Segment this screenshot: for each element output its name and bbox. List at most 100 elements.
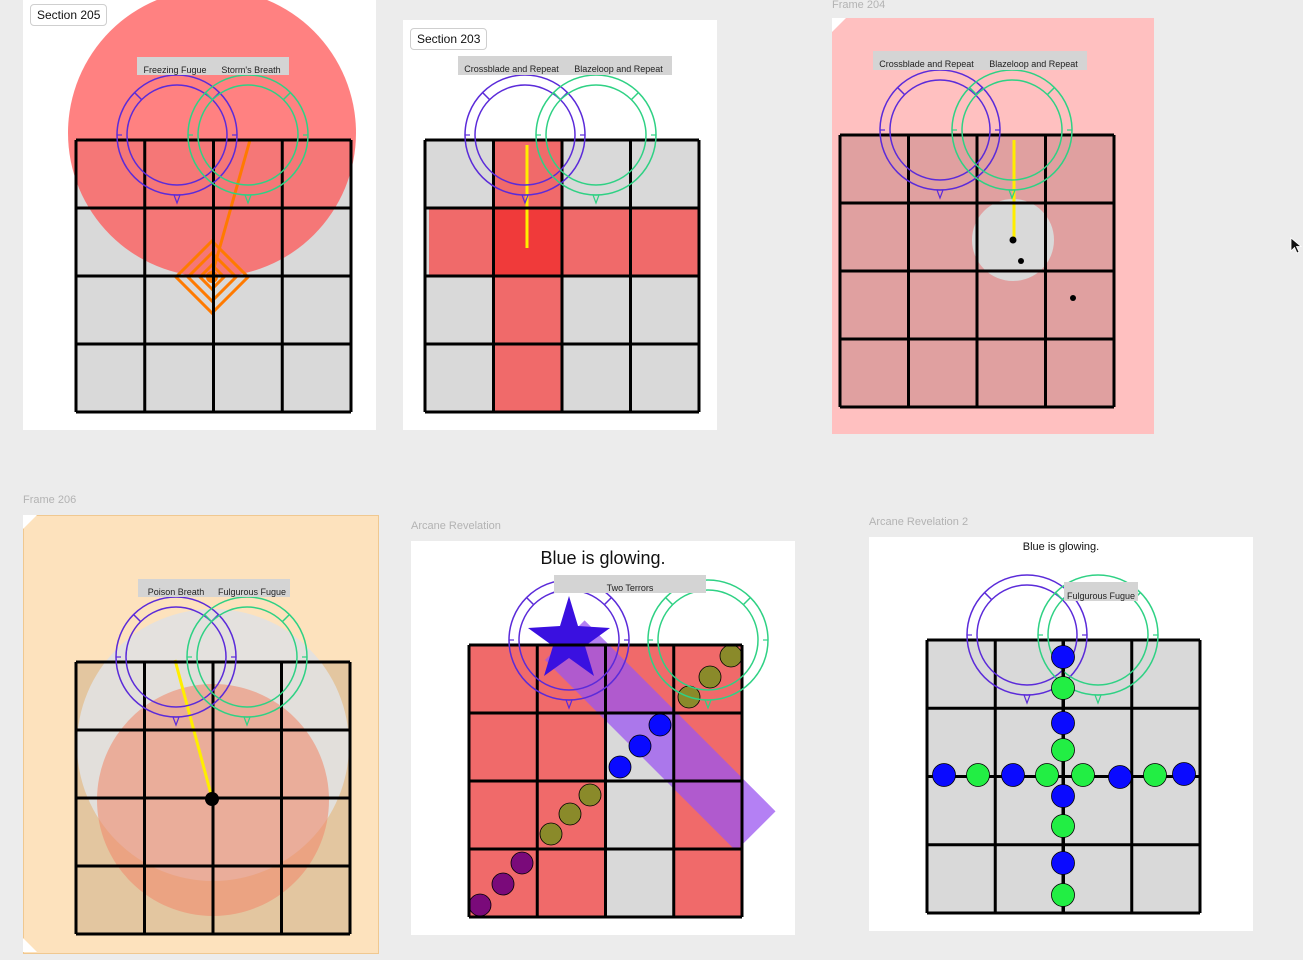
- player-dot: [1018, 258, 1024, 264]
- orb: [966, 763, 990, 787]
- tag-bar: [554, 575, 706, 593]
- orb: [1143, 763, 1167, 787]
- tag-bar: [1064, 582, 1138, 601]
- grid-cell: [213, 344, 283, 412]
- grid-cell: [927, 640, 996, 709]
- danger-cell: [469, 781, 538, 849]
- orb: [1051, 851, 1075, 875]
- section-label[interactable]: Section 205: [30, 4, 108, 26]
- line-aoe-horizontal: [429, 208, 699, 276]
- tag-bar: [137, 57, 289, 75]
- frame-corner-marker: [23, 938, 37, 952]
- orb: [1051, 883, 1075, 907]
- tag-bar: [458, 56, 672, 75]
- grid-cell: [282, 344, 351, 412]
- danger-cell: [469, 713, 538, 781]
- grid-cell: [144, 276, 214, 344]
- orb: [1051, 814, 1075, 838]
- grid-cell: [630, 276, 699, 344]
- section-label[interactable]: Section 203: [410, 28, 488, 50]
- orb: [578, 783, 602, 807]
- orb: [1001, 763, 1025, 787]
- orb: [932, 763, 956, 787]
- mechanic-tag: Storm's Breath: [221, 65, 280, 75]
- grid-cell: [1063, 640, 1132, 709]
- orb: [510, 851, 534, 875]
- grid-cell: [927, 844, 996, 913]
- orb: [608, 755, 632, 779]
- orb: [698, 665, 722, 689]
- player-dot: [1070, 295, 1076, 301]
- orb: [1071, 763, 1095, 787]
- mechanic-tag: Crossblade and Repeat: [464, 64, 559, 74]
- headline-text: Blue is glowing.: [540, 548, 666, 568]
- mechanic-tag: Crossblade and Repeat: [879, 59, 974, 69]
- grid-cell: [144, 344, 214, 412]
- player-dot: [1009, 236, 1017, 244]
- grid-cell: [605, 781, 674, 849]
- grid-cell: [425, 140, 494, 208]
- grid-cell: [76, 276, 145, 344]
- danger-cell: [469, 645, 538, 713]
- orb: [1035, 763, 1059, 787]
- grid-cell: [425, 276, 494, 344]
- grid-cell: [425, 344, 494, 412]
- frame-corner-marker: [832, 18, 846, 32]
- grid-cell: [605, 849, 674, 917]
- orb: [1051, 738, 1075, 762]
- grid-cell: [1131, 776, 1200, 845]
- grid-cell: [927, 776, 996, 845]
- danger-cell: [537, 849, 606, 917]
- cursor-arrow-icon: [1290, 237, 1303, 254]
- star-icon: [528, 596, 610, 676]
- grid-cell: [562, 140, 631, 208]
- grid-lines: [423, 138, 701, 414]
- grid-cell: [995, 776, 1064, 845]
- grid-cell: [562, 344, 631, 412]
- grid-cell: [630, 344, 699, 412]
- orb: [1051, 676, 1075, 700]
- orb: [1172, 762, 1196, 786]
- mechanic-tag: Two Terrors: [607, 583, 654, 593]
- orb: [558, 802, 582, 826]
- frame-label[interactable]: Arcane Revelation: [411, 520, 501, 532]
- orb: [1051, 645, 1075, 669]
- grid-cell: [282, 276, 351, 344]
- headline-text: Blue is glowing.: [1022, 541, 1100, 553]
- mechanic-tag: Fulgurous Fugue: [1067, 591, 1135, 601]
- frame-label[interactable]: Frame 206: [23, 494, 77, 506]
- orb: [628, 734, 652, 758]
- grid-cell: [76, 344, 145, 412]
- grid-cell: [1131, 844, 1200, 913]
- frame-label[interactable]: Frame 204: [832, 0, 886, 11]
- green-waymark-ring: [1037, 574, 1159, 705]
- danger-cell: [537, 713, 606, 781]
- grid-cell: [995, 844, 1064, 913]
- orb: [1108, 765, 1132, 789]
- frame-label[interactable]: Arcane Revelation 2: [869, 516, 969, 528]
- danger-cell: [673, 849, 742, 917]
- grid-cell: [1063, 844, 1132, 913]
- mechanic-tag: Poison Breath: [148, 587, 205, 597]
- frame-corner-marker: [23, 515, 37, 529]
- grid-cell: [562, 276, 631, 344]
- mechanic-tag: Blazeloop and Repeat: [989, 59, 1078, 69]
- mechanic-tag: Freezing Fugue: [143, 65, 206, 75]
- orb: [1051, 784, 1075, 808]
- mechanic-tag: Blazeloop and Repeat: [574, 64, 663, 74]
- purple-waymark-ring: [966, 574, 1088, 705]
- purple-waymark-ring: [464, 74, 586, 205]
- tag-bar: [138, 579, 290, 597]
- orb: [491, 872, 515, 896]
- tag-bar: [873, 51, 1087, 70]
- green-waymark-ring: [647, 579, 769, 710]
- orb: [1051, 711, 1075, 735]
- mechanic-tag: Fulgurous Fugue: [218, 587, 286, 597]
- orb: [539, 822, 563, 846]
